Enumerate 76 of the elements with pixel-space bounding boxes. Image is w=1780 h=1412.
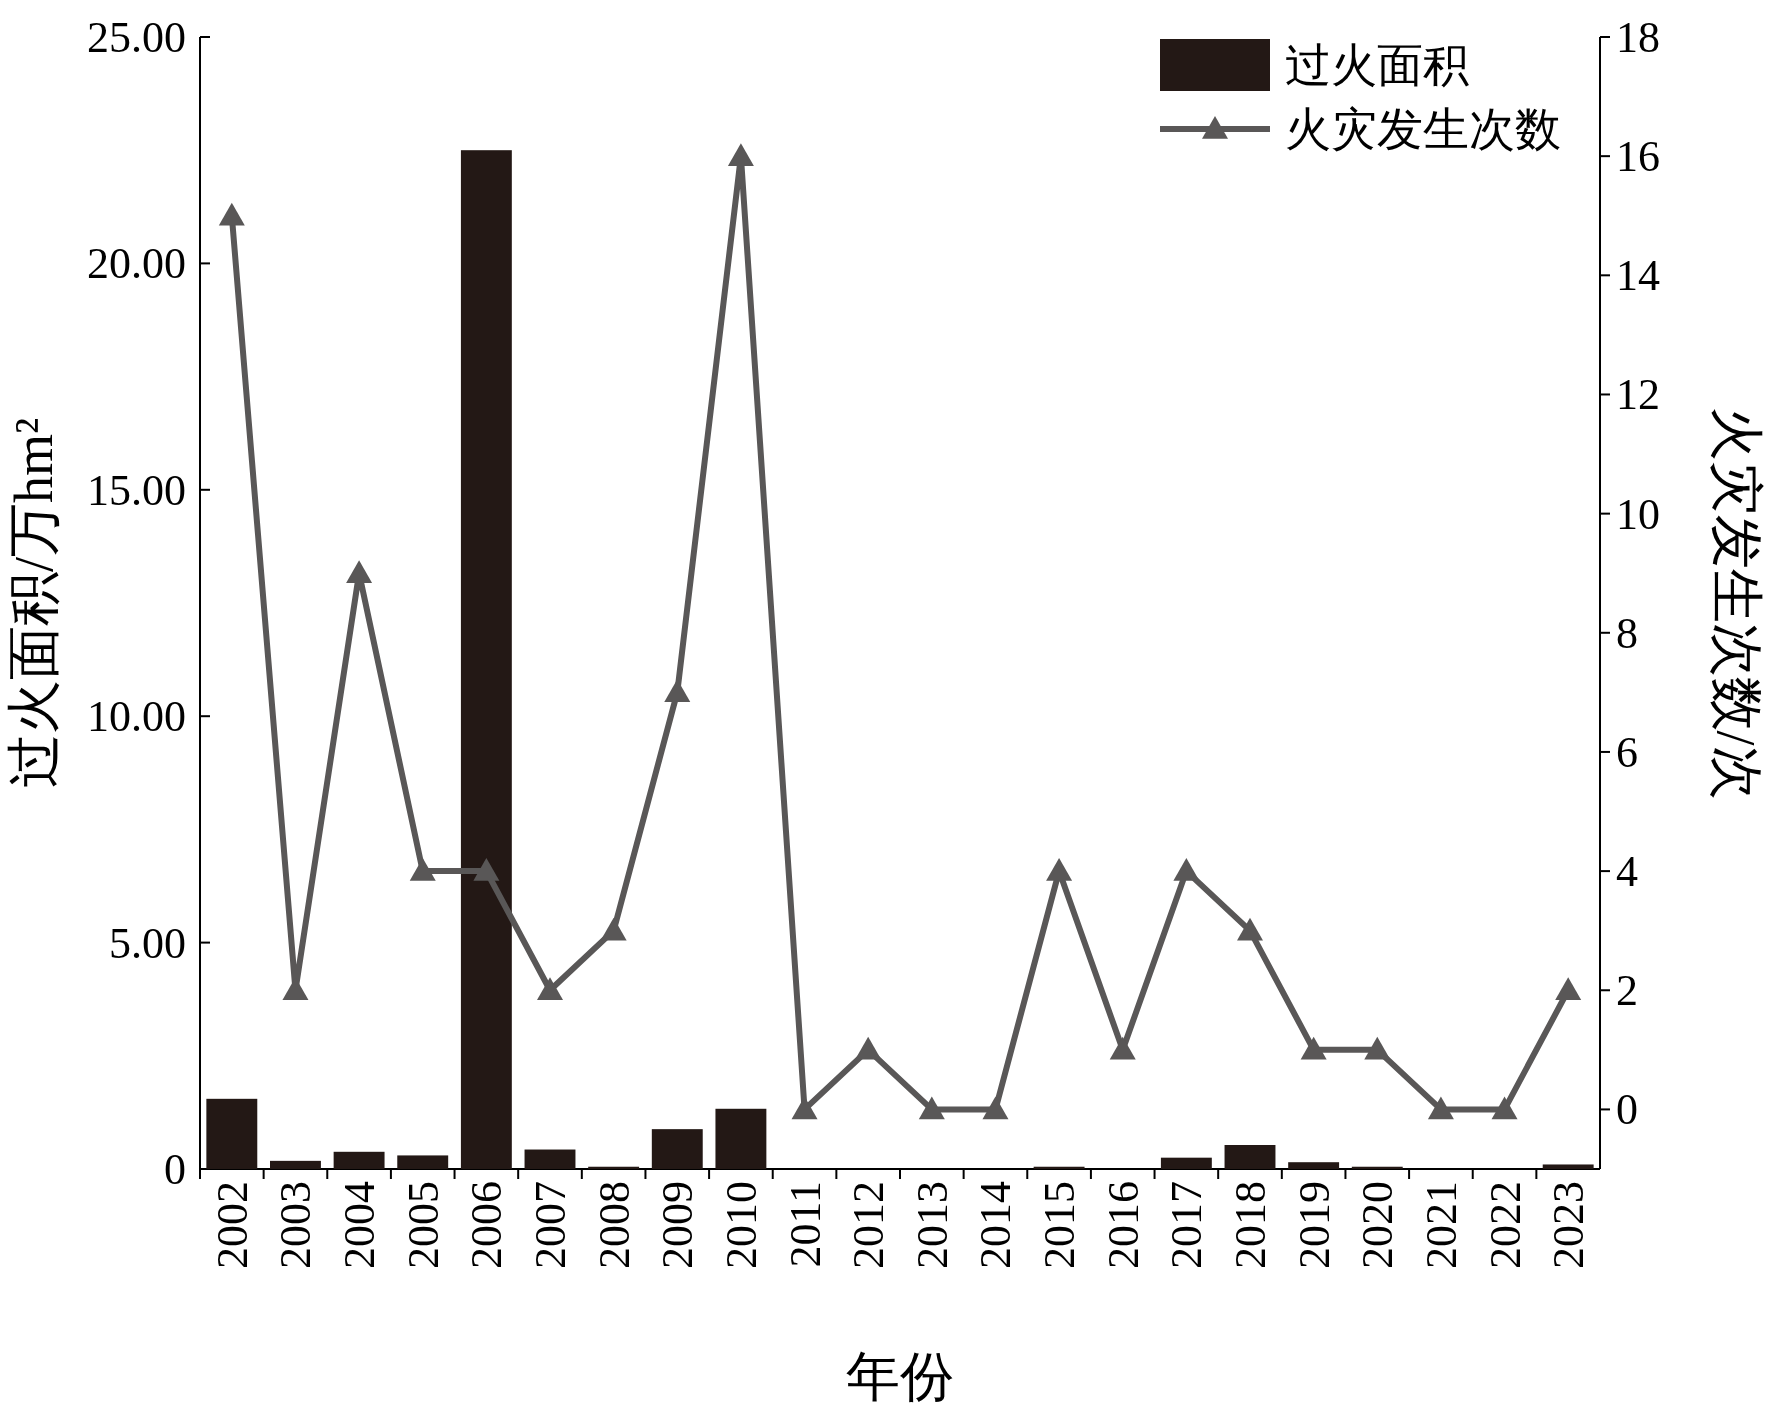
y-axis-title: 过火面积/万hm² <box>4 417 64 789</box>
point <box>1109 1036 1136 1060</box>
bar <box>397 1155 449 1169</box>
x-tick-label: 2018 <box>1226 1181 1275 1269</box>
point <box>855 1036 882 1060</box>
point <box>537 977 563 1001</box>
x-tick-label: 2002 <box>207 1181 257 1269</box>
bar <box>1160 1157 1212 1169</box>
x-tick-label: 2022 <box>1480 1181 1530 1269</box>
x-tick-label: 2008 <box>589 1181 639 1269</box>
x-tick-label: 2011 <box>780 1181 830 1268</box>
x-tick-label: 2016 <box>1098 1181 1148 1269</box>
bar <box>270 1160 321 1169</box>
legend-label: 火灾发生次数 <box>1285 104 1561 155</box>
point <box>1237 917 1263 941</box>
point <box>1555 977 1582 1001</box>
x-tick-label: 2019 <box>1289 1181 1339 1269</box>
x-tick-label: 2007 <box>526 1181 575 1269</box>
y2-tick-label: 12 <box>1616 370 1660 420</box>
bar <box>1224 1145 1276 1169</box>
point <box>918 1096 945 1120</box>
x-tick-label: 2023 <box>1544 1181 1594 1269</box>
y2-tick-label: 16 <box>1616 132 1660 182</box>
bar <box>651 1129 703 1169</box>
x-tick-label: 2017 <box>1162 1181 1212 1269</box>
point <box>1427 1096 1454 1120</box>
bar <box>1288 1162 1340 1169</box>
y-tick-label: 0 <box>164 1145 186 1194</box>
y2-tick-label: 2 <box>1616 966 1638 1016</box>
x-axis-title: 年份 <box>846 1347 954 1407</box>
y-tick-label: 10.00 <box>87 692 186 742</box>
y2-axis-title: 火灾发生次数/次 <box>1706 406 1766 800</box>
point <box>409 858 436 881</box>
x-tick-label: 2015 <box>1035 1181 1085 1269</box>
y2-tick-label: 14 <box>1616 251 1660 301</box>
x-tick-label: 2009 <box>653 1181 703 1269</box>
y2-tick-label: 8 <box>1616 608 1638 658</box>
x-tick-label: 2021 <box>1416 1181 1466 1269</box>
point <box>1173 858 1200 881</box>
point <box>1046 858 1073 881</box>
x-tick-label: 2012 <box>844 1181 894 1269</box>
y-tick-label: 25.00 <box>87 13 186 62</box>
bar <box>460 150 512 1169</box>
x-tick-label: 2006 <box>462 1181 512 1269</box>
x-tick-label: 2014 <box>971 1181 1021 1269</box>
x-tick-label: 2003 <box>271 1181 321 1269</box>
point <box>664 679 691 703</box>
point <box>982 1096 1009 1120</box>
point <box>600 917 627 941</box>
point <box>218 202 245 226</box>
y2-tick-label: 10 <box>1616 489 1660 539</box>
point <box>791 1096 818 1120</box>
bar <box>206 1098 258 1169</box>
bar <box>524 1149 576 1169</box>
point <box>1300 1036 1327 1060</box>
point <box>1491 1096 1518 1120</box>
x-tick-label: 2013 <box>907 1181 957 1269</box>
legend-label: 过火面积 <box>1285 40 1469 91</box>
y2-tick-label: 18 <box>1616 13 1660 62</box>
y2-tick-label: 4 <box>1616 847 1638 897</box>
point <box>346 560 373 583</box>
bar <box>715 1108 767 1169</box>
y2-tick-label: 6 <box>1616 727 1638 777</box>
y-tick-label: 20.00 <box>87 239 186 289</box>
point <box>473 858 500 881</box>
y2-tick-label: 0 <box>1616 1085 1638 1135</box>
point <box>727 143 754 166</box>
point <box>1364 1036 1391 1060</box>
bar <box>333 1151 385 1169</box>
bar <box>1542 1164 1594 1169</box>
x-tick-label: 2005 <box>398 1181 448 1269</box>
x-tick-label: 2004 <box>335 1181 385 1269</box>
y-tick-label: 5.00 <box>109 918 186 968</box>
x-tick-label: 2020 <box>1353 1181 1403 1269</box>
y-tick-label: 15.00 <box>87 465 186 515</box>
x-tick-label: 2010 <box>716 1181 766 1269</box>
